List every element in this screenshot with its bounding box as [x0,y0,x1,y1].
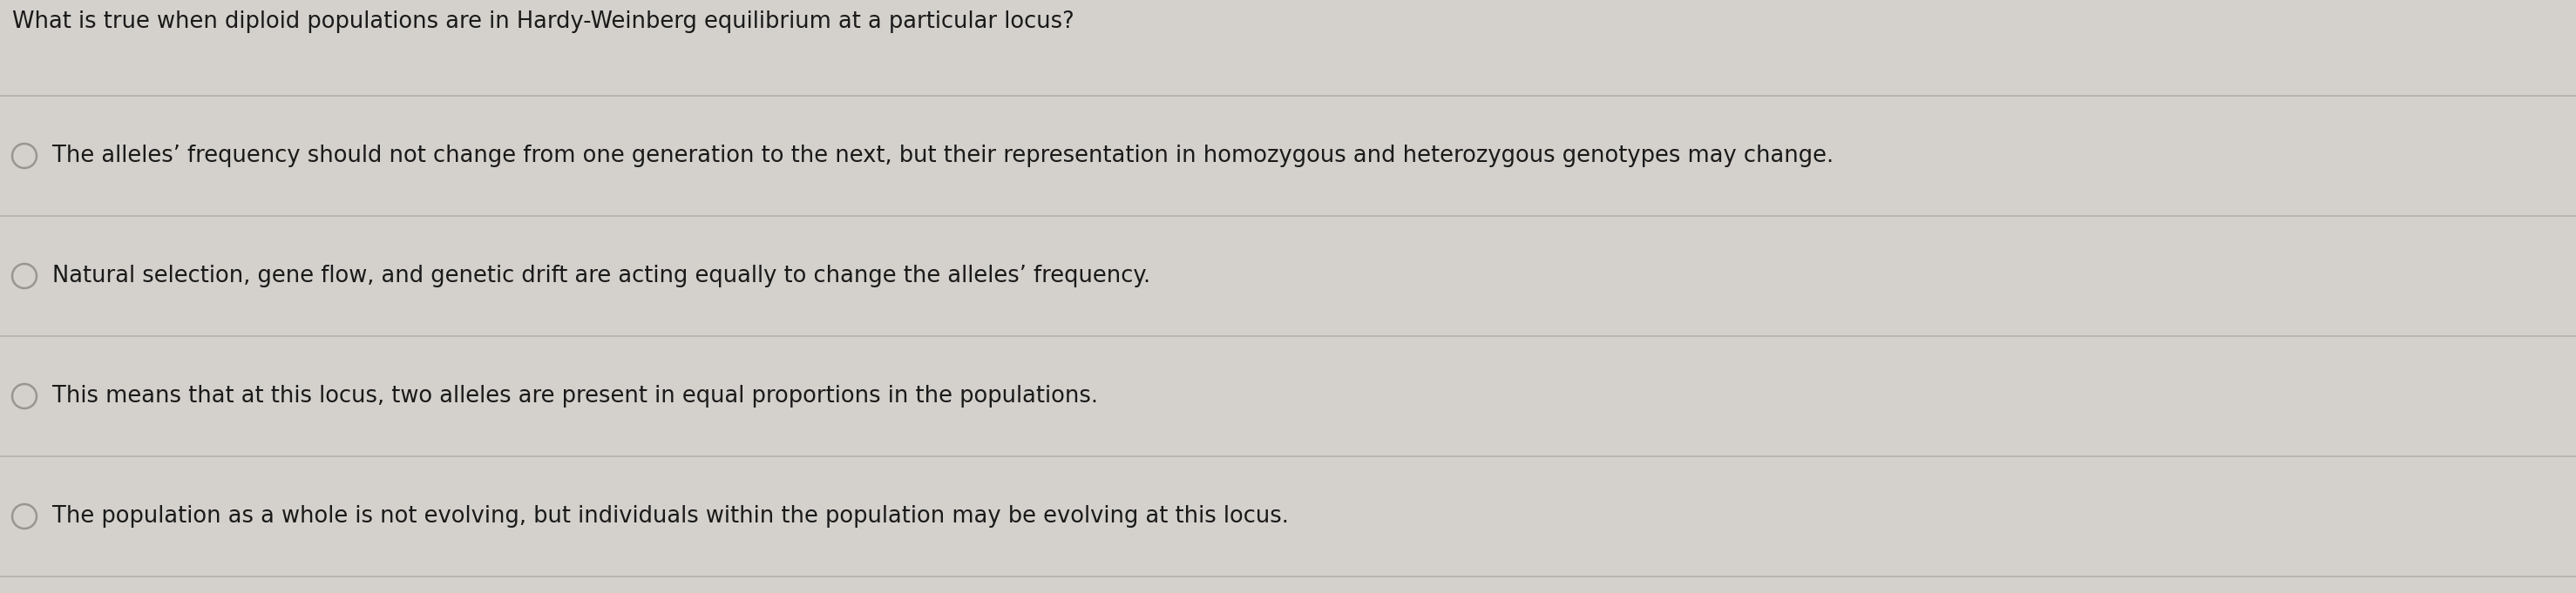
Text: The population as a whole is not evolving, but individuals within the population: The population as a whole is not evolvin… [52,505,1288,528]
Text: Natural selection, gene flow, and genetic drift are acting equally to change the: Natural selection, gene flow, and geneti… [52,264,1151,288]
Text: The alleles’ frequency should not change from one generation to the next, but th: The alleles’ frequency should not change… [52,145,1834,167]
Text: This means that at this locus, two alleles are present in equal proportions in t: This means that at this locus, two allel… [52,385,1097,407]
Text: What is true when diploid populations are in Hardy-Weinberg equilibrium at a par: What is true when diploid populations ar… [13,11,1074,33]
